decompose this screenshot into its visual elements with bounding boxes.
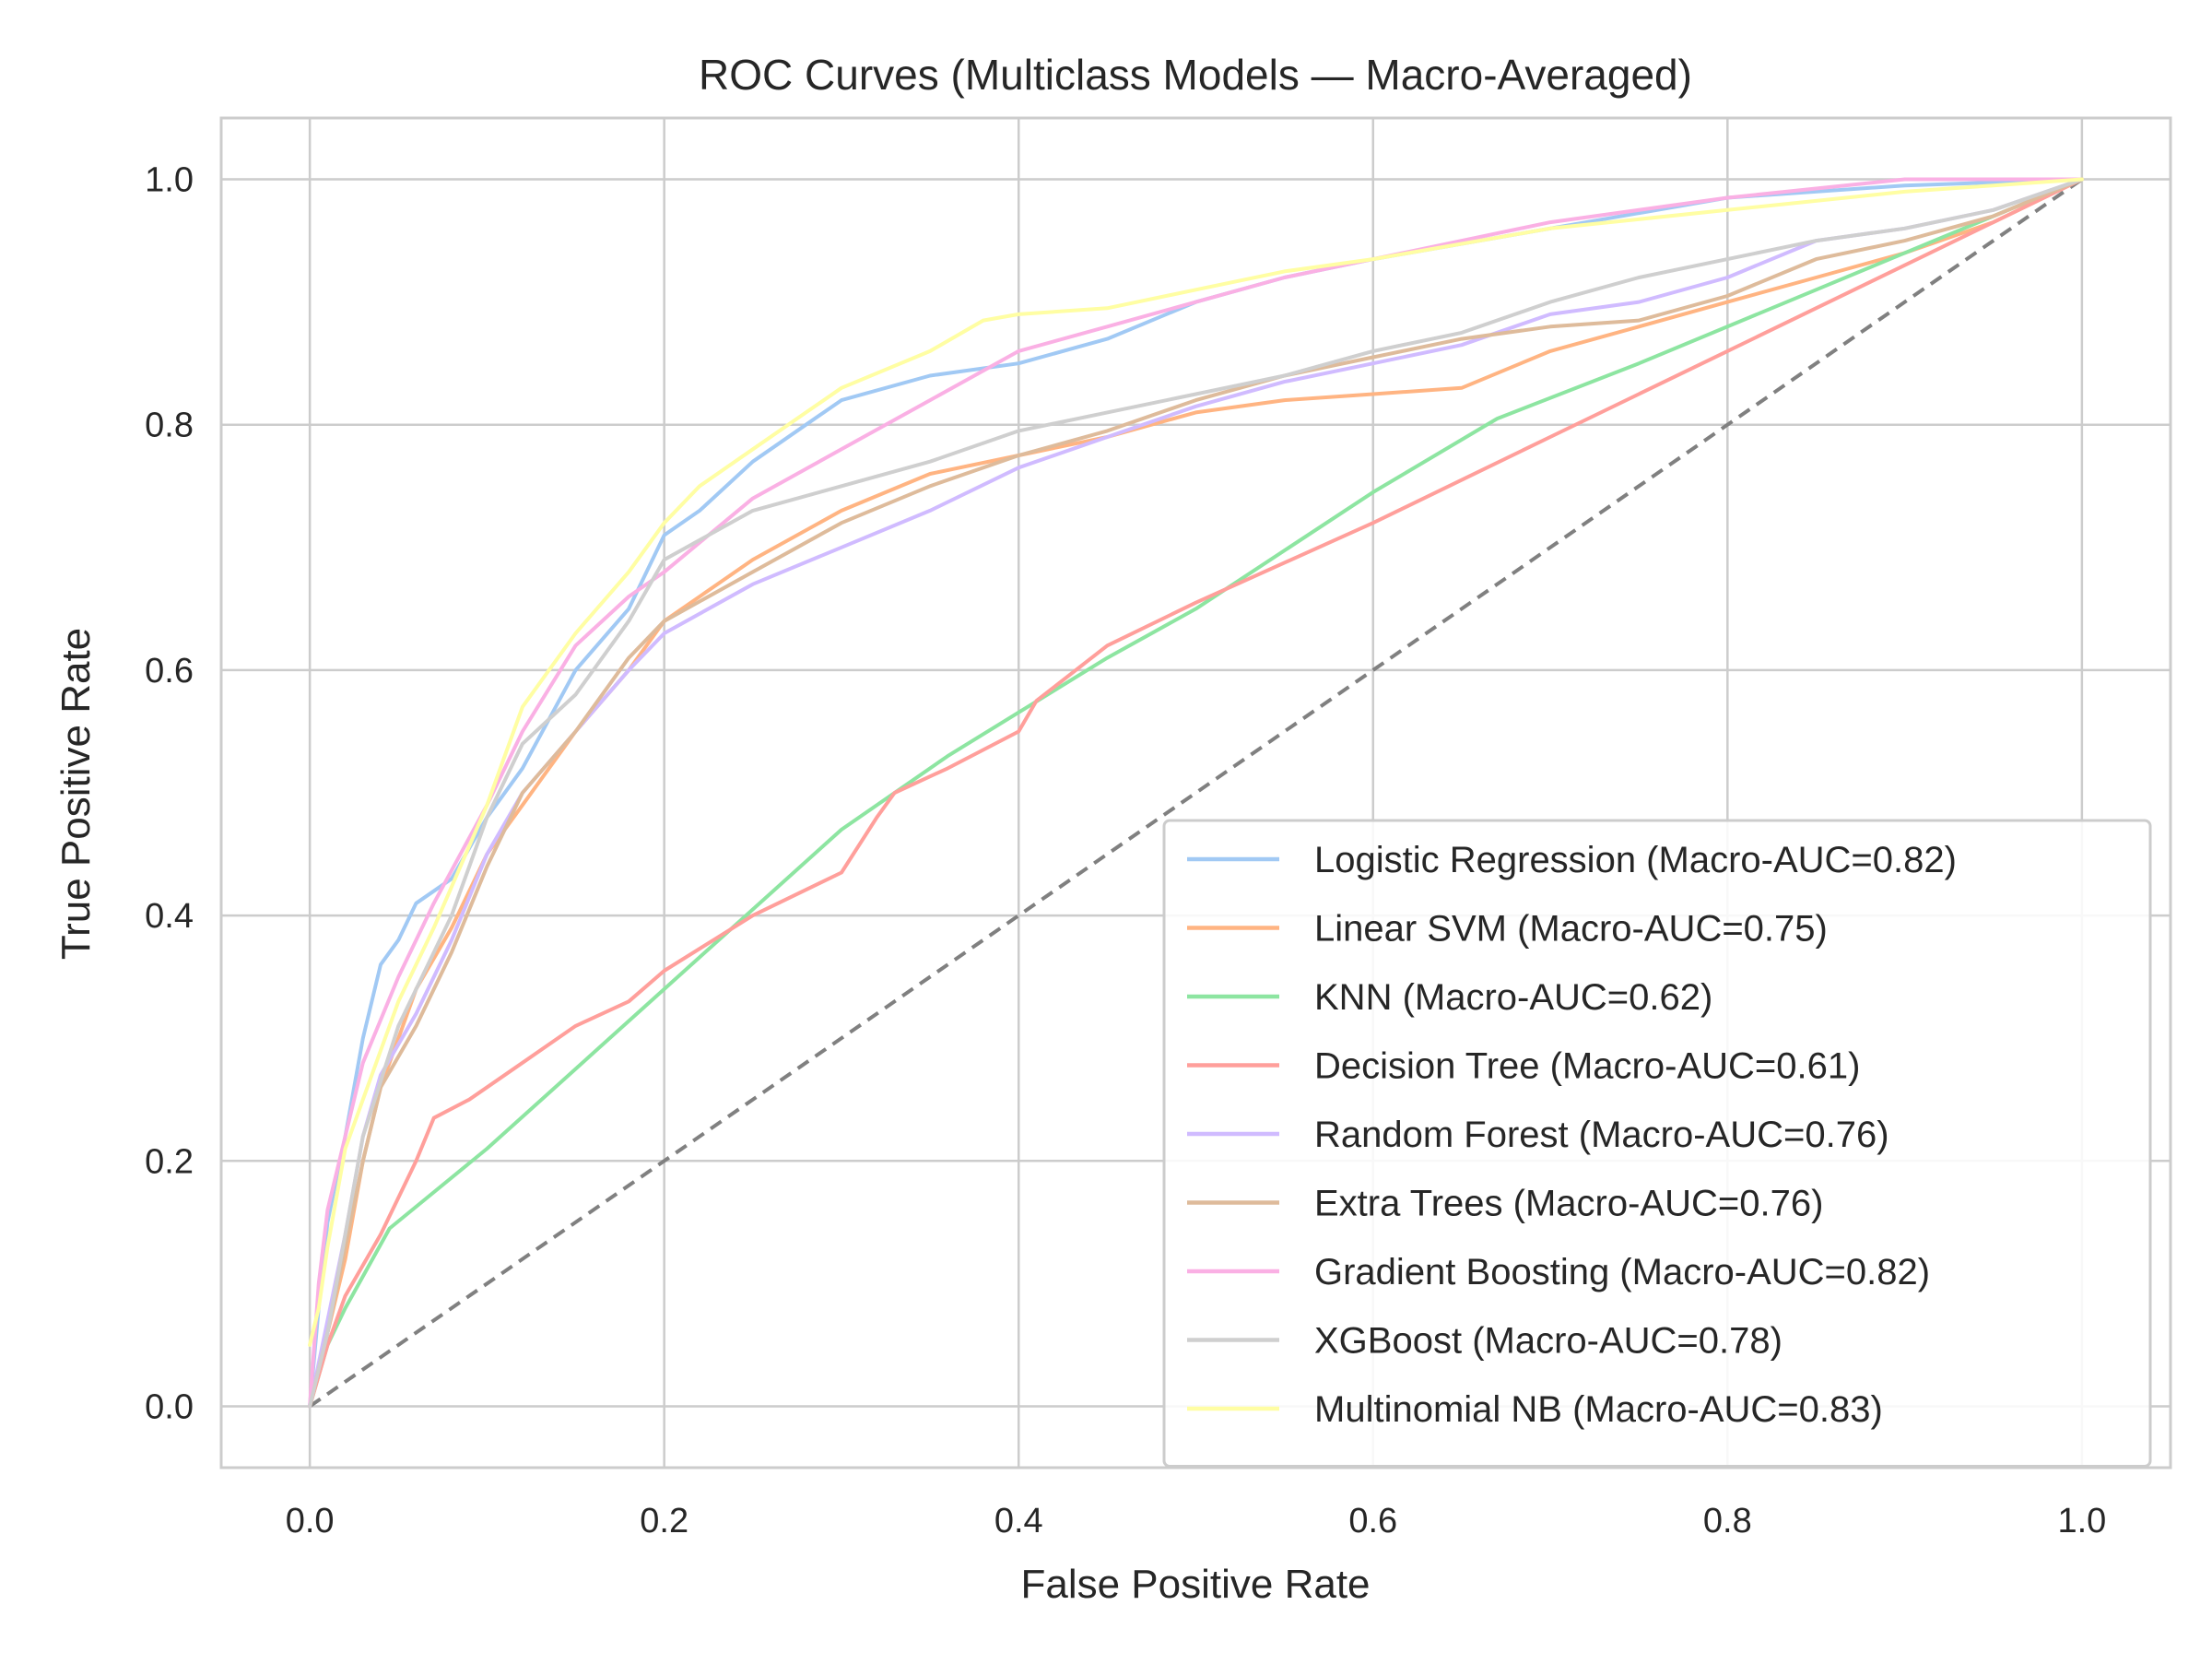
tick-labels: 0.0 0.2 0.4 0.6 0.8 1.0 0.0 0.2 0.4 0.6 0.8 1.0 xyxy=(145,161,2106,1540)
roc-curve-3 xyxy=(308,177,2084,1409)
legend-label: Multinomial NB (Macro-AUC=0.83) xyxy=(1314,1389,1883,1430)
y-tick-label: 1.0 xyxy=(145,161,194,200)
legend-box xyxy=(1162,819,2152,1468)
roc-curve-9 xyxy=(308,177,2084,1347)
x-tick-label: 0.8 xyxy=(1703,1502,1752,1540)
x-tick-label: 1.0 xyxy=(2057,1502,2106,1540)
legend-label: Extra Trees (Macro-AUC=0.76) xyxy=(1314,1184,1823,1224)
legend-label: Gradient Boosting (Macro-AUC=0.82) xyxy=(1314,1252,1930,1292)
y-tick-label: 0.4 xyxy=(145,897,194,936)
x-tick-label: 0.4 xyxy=(994,1502,1043,1540)
roc-curves xyxy=(308,177,2084,1409)
roc-curve-6 xyxy=(308,177,2084,1409)
roc-curve-4 xyxy=(308,177,2084,1409)
x-tick-label: 0.0 xyxy=(286,1502,335,1540)
chart-title: ROC Curves (Multiclass Models — Macro-Av… xyxy=(699,51,1692,99)
x-axis-title: False Positive Rate xyxy=(1020,1562,1370,1607)
legend-label: Linear SVM (Macro-AUC=0.75) xyxy=(1314,909,1828,950)
roc-curve-8 xyxy=(308,177,2084,1409)
legend-label: Logistic Regression (Macro-AUC=0.82) xyxy=(1314,840,1957,880)
roc-curve-5 xyxy=(308,177,2084,1409)
legend-label: Random Forest (Macro-AUC=0.76) xyxy=(1314,1115,1889,1155)
grid xyxy=(221,118,2171,1468)
legend: Logistic Regression (Macro-AUC=0.82) Line… xyxy=(1162,819,2152,1468)
y-tick-label: 0.2 xyxy=(145,1142,194,1181)
legend-label: KNN (Macro-AUC=0.62) xyxy=(1314,977,1712,1018)
x-tick-label: 0.6 xyxy=(1348,1502,1397,1540)
y-tick-label: 0.6 xyxy=(145,652,194,690)
y-tick-label: 0.8 xyxy=(145,407,194,445)
x-tick-label: 0.2 xyxy=(640,1502,688,1540)
y-tick-label: 0.0 xyxy=(145,1387,194,1426)
legend-label: XGBoost (Macro-AUC=0.78) xyxy=(1314,1321,1783,1362)
legend-label: Decision Tree (Macro-AUC=0.61) xyxy=(1314,1046,1860,1087)
y-axis-title: True Positive Rate xyxy=(53,628,99,960)
